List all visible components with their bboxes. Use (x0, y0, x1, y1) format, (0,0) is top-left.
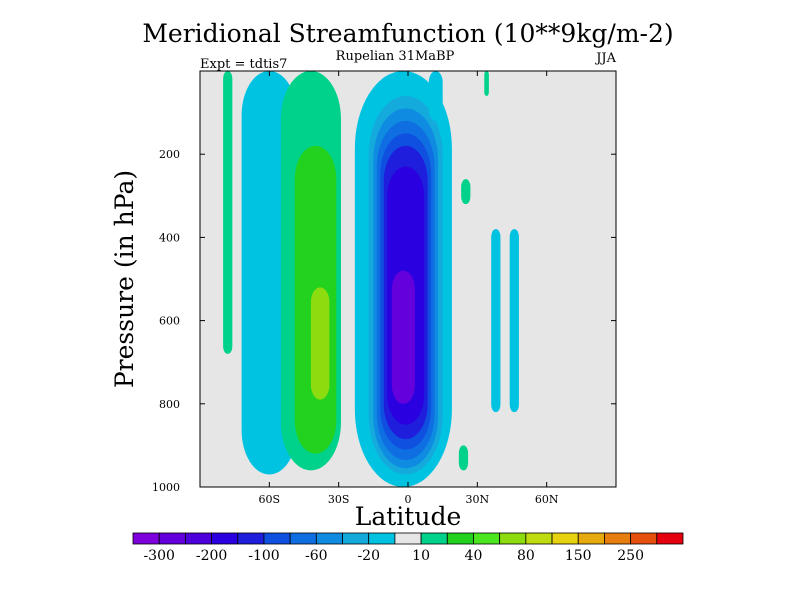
colorbar-label: -60 (305, 548, 328, 564)
colorbar-swatch (577, 532, 605, 545)
contour-region-nh-midlat-blue-1 (491, 229, 501, 413)
colorbar-label: -200 (196, 548, 227, 564)
colorbar-swatch (211, 532, 239, 545)
colorbar-swatch (132, 532, 160, 545)
x-tick-label: 60N (535, 493, 559, 506)
contour-regions (223, 71, 519, 487)
x-axis-ticks: 60S 30S 0 30N 60N (259, 71, 559, 506)
colorbar-swatch (184, 532, 212, 545)
colorbar-swatch (473, 532, 501, 545)
x-tick-label: 60S (259, 493, 281, 506)
x-tick-label: 30N (466, 493, 490, 506)
colorbar-swatch (237, 532, 265, 545)
colorbar-swatch (420, 532, 448, 545)
colorbar-swatch (551, 532, 579, 545)
colorbar-label: -300 (143, 548, 174, 564)
colorbar-swatch (604, 532, 632, 545)
colorbar-label: -20 (357, 548, 380, 564)
colorbar-label: -100 (248, 548, 279, 564)
contour-region-nh-subtropic-blue-1 (428, 71, 443, 121)
colorbar-label: 10 (412, 548, 430, 564)
contour-region-nh-subtropic-green-2 (458, 445, 469, 471)
colorbar-label: 40 (465, 548, 483, 564)
colorbar-swatch (158, 532, 186, 545)
colorbar-label: 250 (617, 548, 644, 564)
contour-region-nh-subtropic-green-1 (461, 179, 471, 205)
y-axis-title: Pressure (in hPa) (110, 170, 139, 388)
colorbar-swatch (394, 532, 422, 545)
colorbar-swatch (289, 532, 317, 545)
chart-subtitle-center: Rupelian 31MaBP (336, 49, 455, 64)
colorbar-swatch (368, 532, 396, 545)
colorbar-label: 150 (565, 548, 592, 564)
y-tick-label: 200 (159, 148, 180, 161)
y-tick-label: 600 (159, 315, 180, 328)
colorbar: -300 -200 -100 -60 -20 10 40 80 150 250 (132, 532, 684, 564)
chart-subtitle-left: Expt = tdtis7 (200, 57, 287, 72)
contour-region-sh-ferrel-cell-core (310, 287, 330, 400)
contour-region-polar-green-strip (223, 71, 233, 354)
colorbar-swatch (525, 532, 553, 545)
colorbar-swatch (315, 532, 343, 545)
y-tick-label: 1000 (152, 481, 180, 494)
contour-region-hadley-cell-core (391, 270, 415, 404)
x-tick-label: 0 (405, 493, 412, 506)
y-tick-label: 800 (159, 398, 180, 411)
chart-title: Meridional Streamfunction (10**9kg/m-2) (142, 19, 673, 48)
colorbar-label: 80 (517, 548, 535, 564)
chart-subtitle-right: JJA (594, 51, 616, 66)
colorbar-swatch (263, 532, 291, 545)
colorbar-swatch (656, 532, 684, 545)
colorbar-swatch (446, 532, 474, 545)
x-axis-title: Latitude (355, 502, 462, 531)
y-tick-label: 400 (159, 231, 180, 244)
contour-region-nh-midlat-blue-2 (509, 229, 519, 413)
colorbar-swatch (499, 532, 527, 545)
colorbar-swatch (630, 532, 658, 545)
x-tick-label: 30S (328, 493, 350, 506)
colorbar-swatch (342, 532, 370, 545)
contour-region-nh-polar-green-strip (484, 71, 489, 96)
y-axis-ticks: 200 400 600 800 1000 (152, 148, 616, 494)
